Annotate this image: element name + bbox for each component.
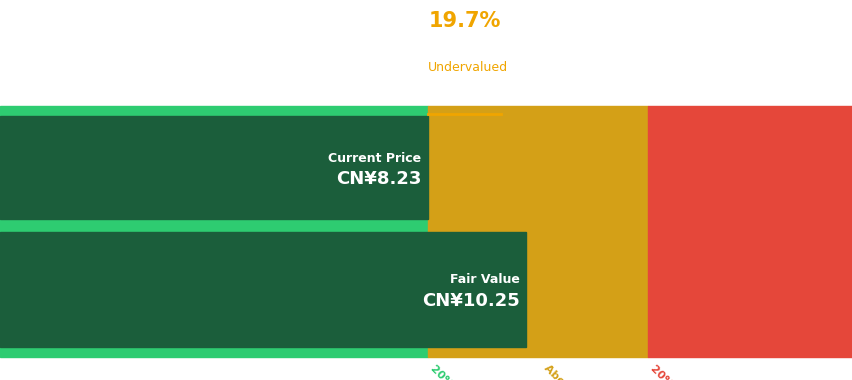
Text: 19.7%: 19.7% bbox=[428, 11, 500, 32]
Bar bbox=[0, 116, 428, 219]
Text: About Right: About Right bbox=[541, 363, 601, 380]
Bar bbox=[0, 232, 526, 347]
Text: CN¥8.23: CN¥8.23 bbox=[336, 170, 421, 188]
Text: Undervalued: Undervalued bbox=[428, 61, 508, 74]
Bar bbox=[428, 106, 648, 357]
Bar bbox=[648, 106, 852, 357]
Text: Fair Value: Fair Value bbox=[449, 274, 519, 287]
Text: 20% Undervalued: 20% Undervalued bbox=[428, 363, 512, 380]
Text: Current Price: Current Price bbox=[328, 152, 421, 165]
Text: CN¥10.25: CN¥10.25 bbox=[421, 292, 519, 310]
Text: 20% Overvalued: 20% Overvalued bbox=[648, 363, 727, 380]
Bar bbox=[0, 106, 428, 357]
